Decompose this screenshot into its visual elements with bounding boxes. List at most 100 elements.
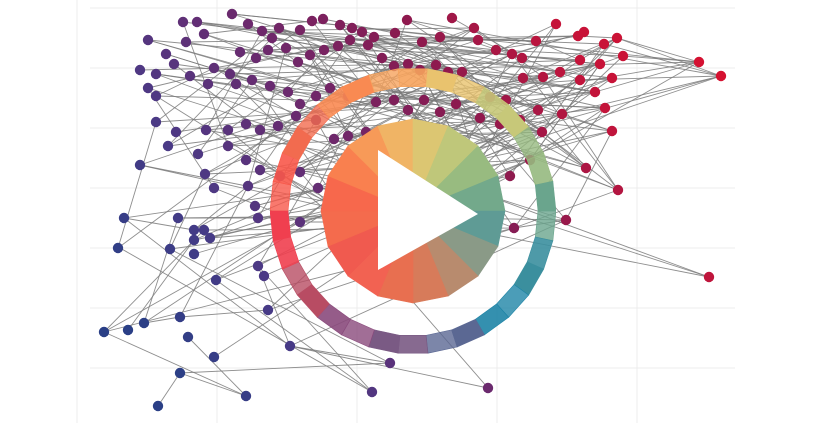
network-node bbox=[402, 58, 414, 70]
network-edge bbox=[279, 53, 513, 177]
network-node bbox=[230, 78, 242, 90]
network-node bbox=[150, 116, 162, 128]
network-node bbox=[599, 102, 611, 114]
network-node bbox=[188, 234, 200, 246]
network-edge bbox=[215, 279, 373, 393]
network-node bbox=[188, 224, 200, 236]
network-node bbox=[208, 351, 220, 363]
network-edge bbox=[203, 20, 313, 35]
network-edge bbox=[393, 23, 557, 101]
network-edge bbox=[143, 217, 179, 324]
network-node bbox=[262, 44, 274, 56]
network-node bbox=[240, 154, 252, 166]
ring-facet bbox=[397, 335, 429, 354]
network-edge bbox=[579, 37, 618, 81]
network-node bbox=[472, 34, 484, 46]
network-node bbox=[252, 260, 264, 272]
network-node bbox=[342, 130, 354, 142]
network-node bbox=[366, 386, 378, 398]
network-edge bbox=[179, 362, 391, 374]
network-node bbox=[191, 16, 203, 28]
network-node bbox=[384, 357, 396, 369]
network-node bbox=[306, 15, 318, 27]
network-node bbox=[202, 78, 214, 90]
network-node bbox=[294, 24, 306, 36]
network-node bbox=[284, 340, 296, 352]
network-edge bbox=[287, 49, 325, 93]
network-node bbox=[606, 125, 618, 137]
play-ring bbox=[269, 68, 557, 354]
network-node bbox=[254, 124, 266, 136]
network-edge bbox=[616, 37, 722, 77]
network-edge bbox=[185, 35, 579, 43]
network-edge bbox=[103, 229, 205, 333]
network-edge bbox=[147, 39, 351, 89]
network-node bbox=[536, 126, 548, 138]
play-button[interactable] bbox=[269, 68, 557, 354]
network-node bbox=[312, 182, 324, 194]
network-node bbox=[118, 212, 130, 224]
network-node bbox=[474, 112, 486, 124]
network-edge bbox=[367, 44, 581, 61]
network-node bbox=[388, 94, 400, 106]
network-node bbox=[516, 52, 528, 64]
network-edge bbox=[535, 40, 581, 61]
network-node bbox=[530, 35, 542, 47]
network-node bbox=[332, 40, 344, 52]
network-edge bbox=[247, 47, 287, 187]
network-node bbox=[517, 72, 529, 84]
network-edge bbox=[187, 336, 247, 397]
network-edge bbox=[147, 39, 587, 169]
network-node bbox=[210, 274, 222, 286]
network-node bbox=[446, 12, 458, 24]
network-node bbox=[294, 98, 306, 110]
network-edge bbox=[505, 99, 543, 133]
network-edge bbox=[247, 131, 367, 187]
network-edge bbox=[622, 55, 700, 63]
network-node bbox=[198, 28, 210, 40]
network-edge bbox=[139, 63, 409, 71]
network-node bbox=[554, 66, 566, 78]
network-node bbox=[703, 271, 715, 283]
network-edge bbox=[373, 36, 563, 115]
network-node bbox=[318, 44, 330, 56]
network-edge bbox=[179, 185, 249, 318]
network-node bbox=[430, 59, 442, 71]
network-node bbox=[246, 74, 258, 86]
network-edge bbox=[594, 61, 700, 93]
network-node bbox=[532, 104, 544, 116]
network-edge bbox=[155, 27, 280, 123]
network-edge bbox=[203, 33, 481, 119]
network-edge bbox=[197, 79, 253, 155]
network-node bbox=[240, 118, 252, 130]
network-edge bbox=[505, 71, 561, 101]
network-node bbox=[370, 96, 382, 108]
network-node bbox=[242, 180, 254, 192]
network-node bbox=[150, 90, 162, 102]
network-node bbox=[416, 36, 428, 48]
play-triangle-icon bbox=[378, 150, 478, 270]
network-node bbox=[198, 224, 210, 236]
network-edge bbox=[155, 67, 215, 97]
network-node bbox=[574, 74, 586, 86]
network-node bbox=[328, 133, 340, 145]
network-node bbox=[282, 86, 294, 98]
network-node bbox=[182, 331, 194, 343]
network-node bbox=[310, 90, 322, 102]
network-node bbox=[346, 22, 358, 34]
network-edge bbox=[489, 205, 710, 278]
network-node bbox=[180, 36, 192, 48]
network-edge bbox=[119, 247, 373, 393]
network-node bbox=[292, 56, 304, 68]
network-node bbox=[266, 32, 278, 44]
network-node bbox=[560, 214, 572, 226]
network-node bbox=[612, 184, 624, 196]
network-node bbox=[598, 38, 610, 50]
network-edge bbox=[579, 75, 722, 81]
network-edge bbox=[123, 217, 291, 347]
network-edge bbox=[213, 45, 339, 69]
network-nodes bbox=[98, 8, 727, 412]
network-node bbox=[715, 70, 727, 82]
ring-facet bbox=[269, 180, 292, 212]
network-node bbox=[242, 18, 254, 30]
